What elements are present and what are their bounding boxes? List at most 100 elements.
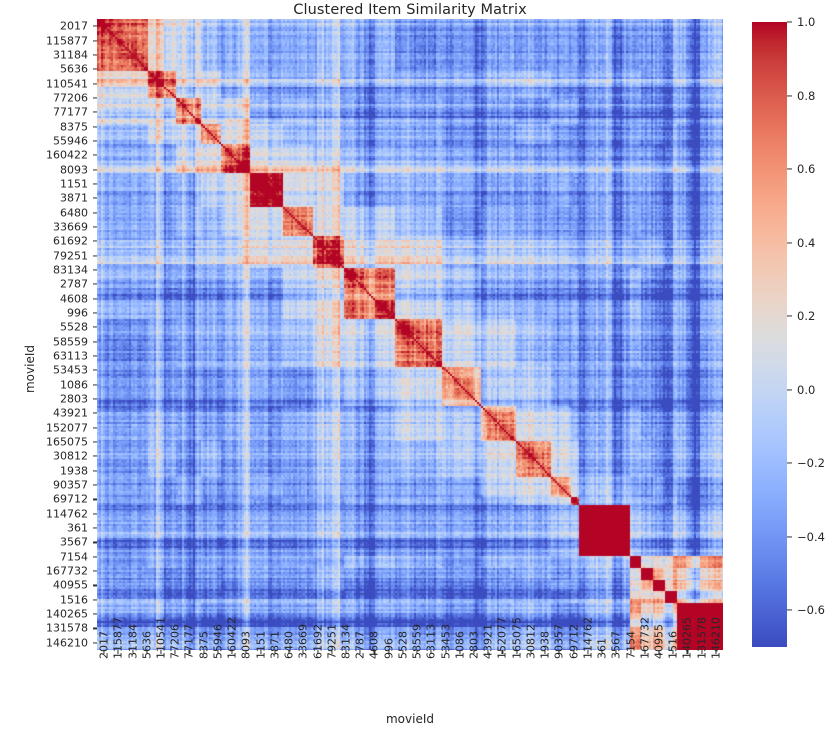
x-tick-mark (103, 650, 105, 655)
y-tick-label: 61692 (53, 234, 88, 248)
y-tick-mark (92, 355, 97, 357)
y-tick-mark (92, 255, 97, 257)
y-tick-label: 55946 (53, 134, 88, 148)
y-tick-mark (92, 39, 97, 42)
x-tick-label: 77206 (168, 624, 182, 659)
y-tick-mark (92, 613, 97, 615)
y-tick-label: 83134 (53, 263, 88, 277)
x-tick-label: 114762 (581, 617, 595, 659)
y-tick-mark (92, 642, 97, 644)
x-tick-mark (658, 650, 660, 655)
x-tick-label: 1086 (453, 631, 467, 659)
y-tick-mark (92, 111, 97, 113)
x-tick-label: 5528 (396, 631, 410, 659)
y-tick-label: 165075 (46, 435, 88, 449)
y-tick-mark (92, 312, 97, 314)
colorbar-tick-mark (787, 315, 792, 317)
y-tick-mark (92, 427, 97, 429)
y-tick-mark (92, 498, 97, 500)
x-tick-mark (416, 650, 418, 655)
colorbar-tick-label: 0.6 (797, 162, 816, 177)
colorbar-tick-mark (787, 536, 792, 538)
x-tick-label: 58559 (410, 624, 424, 659)
y-tick-label: 31184 (53, 48, 88, 62)
y-tick-label: 3567 (60, 535, 88, 549)
x-tick-mark (260, 650, 262, 655)
y-tick-label: 58559 (53, 335, 88, 349)
x-tick-label: 160422 (225, 617, 239, 659)
y-tick-label: 361 (67, 521, 88, 535)
chart-title: Clustered Item Similarity Matrix (293, 2, 527, 18)
y-tick-label: 33669 (53, 220, 88, 234)
x-tick-mark (487, 650, 489, 655)
x-tick-mark (245, 650, 247, 655)
y-tick-label: 8375 (60, 120, 88, 134)
y-tick-label: 167732 (46, 564, 88, 578)
y-tick-label: 110541 (46, 77, 88, 91)
x-tick-label: 8093 (239, 631, 253, 659)
y-tick-mark (92, 455, 97, 457)
x-tick-label: 146210 (709, 617, 723, 659)
x-tick-mark (544, 650, 546, 655)
x-tick-label: 167732 (638, 617, 652, 659)
x-tick-mark (530, 650, 532, 655)
y-tick-mark (92, 384, 97, 386)
x-tick-mark (146, 650, 148, 655)
y-tick-mark (92, 470, 97, 472)
y-tick-label: 2787 (60, 277, 88, 291)
x-tick-mark (715, 650, 717, 655)
x-tick-label: 3871 (268, 631, 282, 659)
y-tick-label: 115877 (46, 34, 88, 47)
x-tick-mark (672, 650, 674, 655)
x-tick-mark (430, 650, 432, 655)
y-tick-mark (92, 183, 97, 185)
x-tick-label: 140265 (680, 617, 694, 659)
x-tick-mark (203, 650, 205, 655)
x-tick-label: 7154 (624, 631, 638, 659)
x-tick-label: 55946 (211, 624, 225, 659)
colorbar-tick-label: 1.0 (797, 15, 816, 29)
x-tick-mark (188, 650, 191, 655)
y-axis-label: movieId (23, 344, 38, 394)
y-tick-mark (92, 68, 97, 70)
x-tick-label: 1938 (538, 631, 552, 659)
x-tick-label: 79251 (325, 624, 339, 659)
y-tick-mark (92, 556, 97, 558)
x-tick-mark (459, 650, 461, 655)
y-tick-mark (92, 369, 97, 371)
x-tick-mark (445, 650, 447, 655)
y-tick-mark (92, 154, 97, 156)
x-tick-mark (345, 650, 347, 655)
x-tick-label: 31184 (126, 624, 140, 659)
colorbar-gradient (752, 22, 787, 647)
y-tick-mark (92, 570, 97, 572)
y-tick-mark (92, 240, 97, 242)
y-tick-label: 53453 (53, 363, 88, 377)
x-tick-label: 2017 (97, 631, 111, 659)
x-tick-mark (331, 650, 333, 655)
x-tick-mark (473, 650, 475, 655)
x-tick-label: 1516 (666, 631, 680, 659)
colorbar-tick-mark (787, 462, 792, 464)
x-tick-label: 115877 (111, 617, 125, 659)
colorbar-tick-mark (787, 168, 792, 170)
x-tick-label: 165075 (510, 617, 524, 659)
x-tick-label: 131578 (695, 617, 709, 659)
y-tick-label: 43921 (53, 406, 88, 420)
y-tick-label: 1151 (60, 177, 88, 191)
y-tick-mark (92, 54, 97, 56)
y-tick-mark (92, 513, 97, 515)
x-tick-label: 77177 (182, 624, 196, 659)
y-tick-label: 40955 (53, 578, 88, 592)
colorbar-tick-mark (787, 21, 792, 23)
x-tick-mark (501, 650, 504, 655)
x-tick-label: 33669 (296, 624, 310, 659)
x-tick-mark (274, 650, 276, 655)
y-tick-label: 6480 (60, 206, 88, 220)
y-tick-label: 30812 (53, 449, 88, 463)
x-tick-mark (644, 650, 646, 655)
x-tick-mark (587, 650, 589, 655)
y-tick-label: 1938 (60, 464, 88, 478)
y-tick-label: 5528 (60, 320, 88, 334)
